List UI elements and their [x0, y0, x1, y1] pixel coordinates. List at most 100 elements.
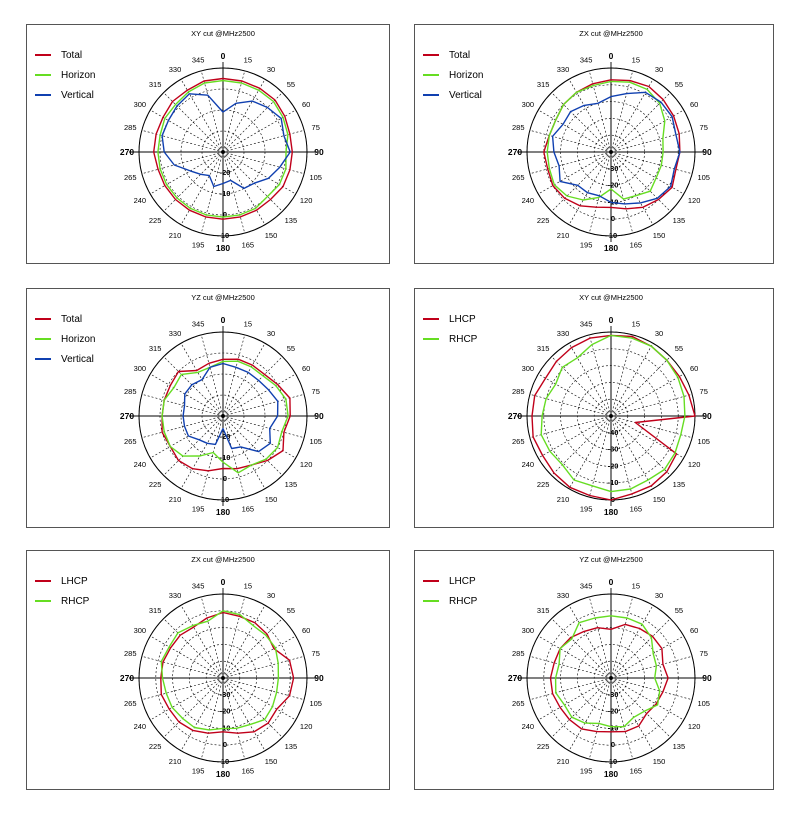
grid-spoke [222, 635, 296, 679]
angle-label: 180 [216, 507, 230, 517]
legend-swatch [35, 74, 51, 76]
legend-swatch [423, 338, 439, 340]
grid-spoke [180, 677, 224, 751]
grid-spoke [568, 343, 612, 417]
legend: LHCP RHCP [35, 571, 89, 611]
grid-spoke [222, 151, 296, 195]
grid-spoke [222, 92, 283, 153]
grid-spoke [610, 415, 684, 459]
angle-label: 330 [557, 591, 570, 600]
grid-spoke [163, 151, 224, 212]
angle-label: 225 [537, 480, 550, 489]
legend-item: Total [35, 309, 95, 329]
angle-label: 285 [124, 649, 137, 658]
grid-spoke [222, 677, 266, 751]
angle-label: 265 [512, 699, 525, 708]
angle-label: 345 [192, 319, 205, 328]
grid-spoke [610, 677, 671, 738]
grid-spoke [150, 635, 224, 679]
series-line-horizon [161, 360, 289, 474]
ring-label: 10 [609, 231, 617, 240]
grid-spoke [222, 415, 246, 498]
grid-spoke [222, 151, 305, 175]
grid-spoke [610, 92, 671, 153]
grid-spoke [588, 70, 612, 153]
legend-swatch [423, 74, 439, 76]
angle-label: 210 [169, 495, 182, 504]
angle-label: 195 [192, 505, 205, 514]
polar-chart-yz-1: YZ cut @MHz2500 0 15 30 55 60 75 90 105 120 135 150… [120, 293, 324, 517]
angle-label: 135 [285, 216, 298, 225]
grid-spoke [200, 415, 224, 498]
series-line-vertical [551, 91, 681, 205]
grid-spoke [610, 79, 654, 153]
grid-spoke [222, 151, 283, 212]
chart-panel-zx-2: ZX cut @MHz2500 0 15 30 55 60 75 90 105 120 135 150… [26, 550, 390, 790]
ring-label: -20 [220, 432, 231, 441]
ring-label: -20 [220, 707, 231, 716]
legend-swatch [35, 54, 51, 56]
angle-label: 55 [287, 606, 295, 615]
grid-spoke [538, 373, 612, 417]
angle-label: 30 [655, 329, 663, 338]
ring-label: 0 [223, 474, 227, 483]
angle-label: 240 [522, 722, 535, 731]
angle-label: 90 [702, 147, 712, 157]
angle-label: 195 [192, 241, 205, 250]
angle-label: 225 [149, 216, 162, 225]
legend-item: Vertical [423, 85, 483, 105]
grid-spoke [222, 415, 305, 439]
legend-item: Vertical [35, 349, 95, 369]
angle-label: 150 [653, 757, 666, 766]
angle-label: 120 [688, 196, 701, 205]
grid-spoke [163, 415, 224, 476]
legend-item: LHCP [423, 309, 477, 329]
angle-label: 120 [300, 460, 313, 469]
angle-label: 30 [267, 329, 275, 338]
chart-title: YZ cut @MHz2500 [579, 555, 642, 564]
angle-label: 15 [244, 581, 252, 590]
angle-label: 105 [309, 699, 322, 708]
series-line-vertical [182, 362, 279, 453]
grid-spoke [222, 393, 305, 417]
angle-label: 240 [134, 196, 147, 205]
grid-spoke [529, 129, 612, 153]
ring-label: 0 [223, 210, 227, 219]
angle-label: 150 [653, 231, 666, 240]
angle-label: 240 [522, 196, 535, 205]
angle-label: 0 [609, 577, 614, 587]
series-line-lhcp [160, 611, 295, 734]
angle-label: 90 [314, 673, 324, 683]
series-line-rhcp [554, 615, 661, 728]
angle-label: 180 [216, 769, 230, 779]
grid-spoke [538, 415, 612, 459]
angle-label: 120 [300, 196, 313, 205]
ring-label: -20 [220, 168, 231, 177]
angle-label: 55 [287, 80, 295, 89]
legend-label: RHCP [449, 595, 478, 607]
grid-spoke [222, 618, 283, 679]
grid-spoke [538, 109, 612, 153]
legend-swatch [35, 600, 51, 602]
grid-spoke [529, 655, 612, 679]
angle-label: 60 [302, 100, 310, 109]
ring-label: 0 [223, 740, 227, 749]
ring-label: -10 [608, 478, 619, 487]
grid-spoke [568, 415, 612, 489]
angle-label: 165 [242, 767, 255, 776]
grid-spoke [610, 677, 693, 701]
angle-label: 15 [632, 319, 640, 328]
grid-spoke [529, 393, 612, 417]
grid-spoke [222, 415, 283, 476]
angle-label: 120 [300, 722, 313, 731]
angle-label: 315 [537, 80, 550, 89]
chart-panel-yz-2: YZ cut @MHz2500 0 15 30 55 60 75 90 105 120 135 150… [414, 550, 774, 790]
angle-label: 180 [604, 243, 618, 253]
legend-label: Vertical [61, 89, 94, 101]
grid-spoke [222, 79, 266, 153]
legend-label: Total [449, 49, 471, 61]
angle-label: 135 [285, 742, 298, 751]
angle-label: 105 [309, 437, 322, 446]
ring-label: 10 [221, 757, 229, 766]
legend: Total Horizon Vertical [35, 45, 95, 105]
